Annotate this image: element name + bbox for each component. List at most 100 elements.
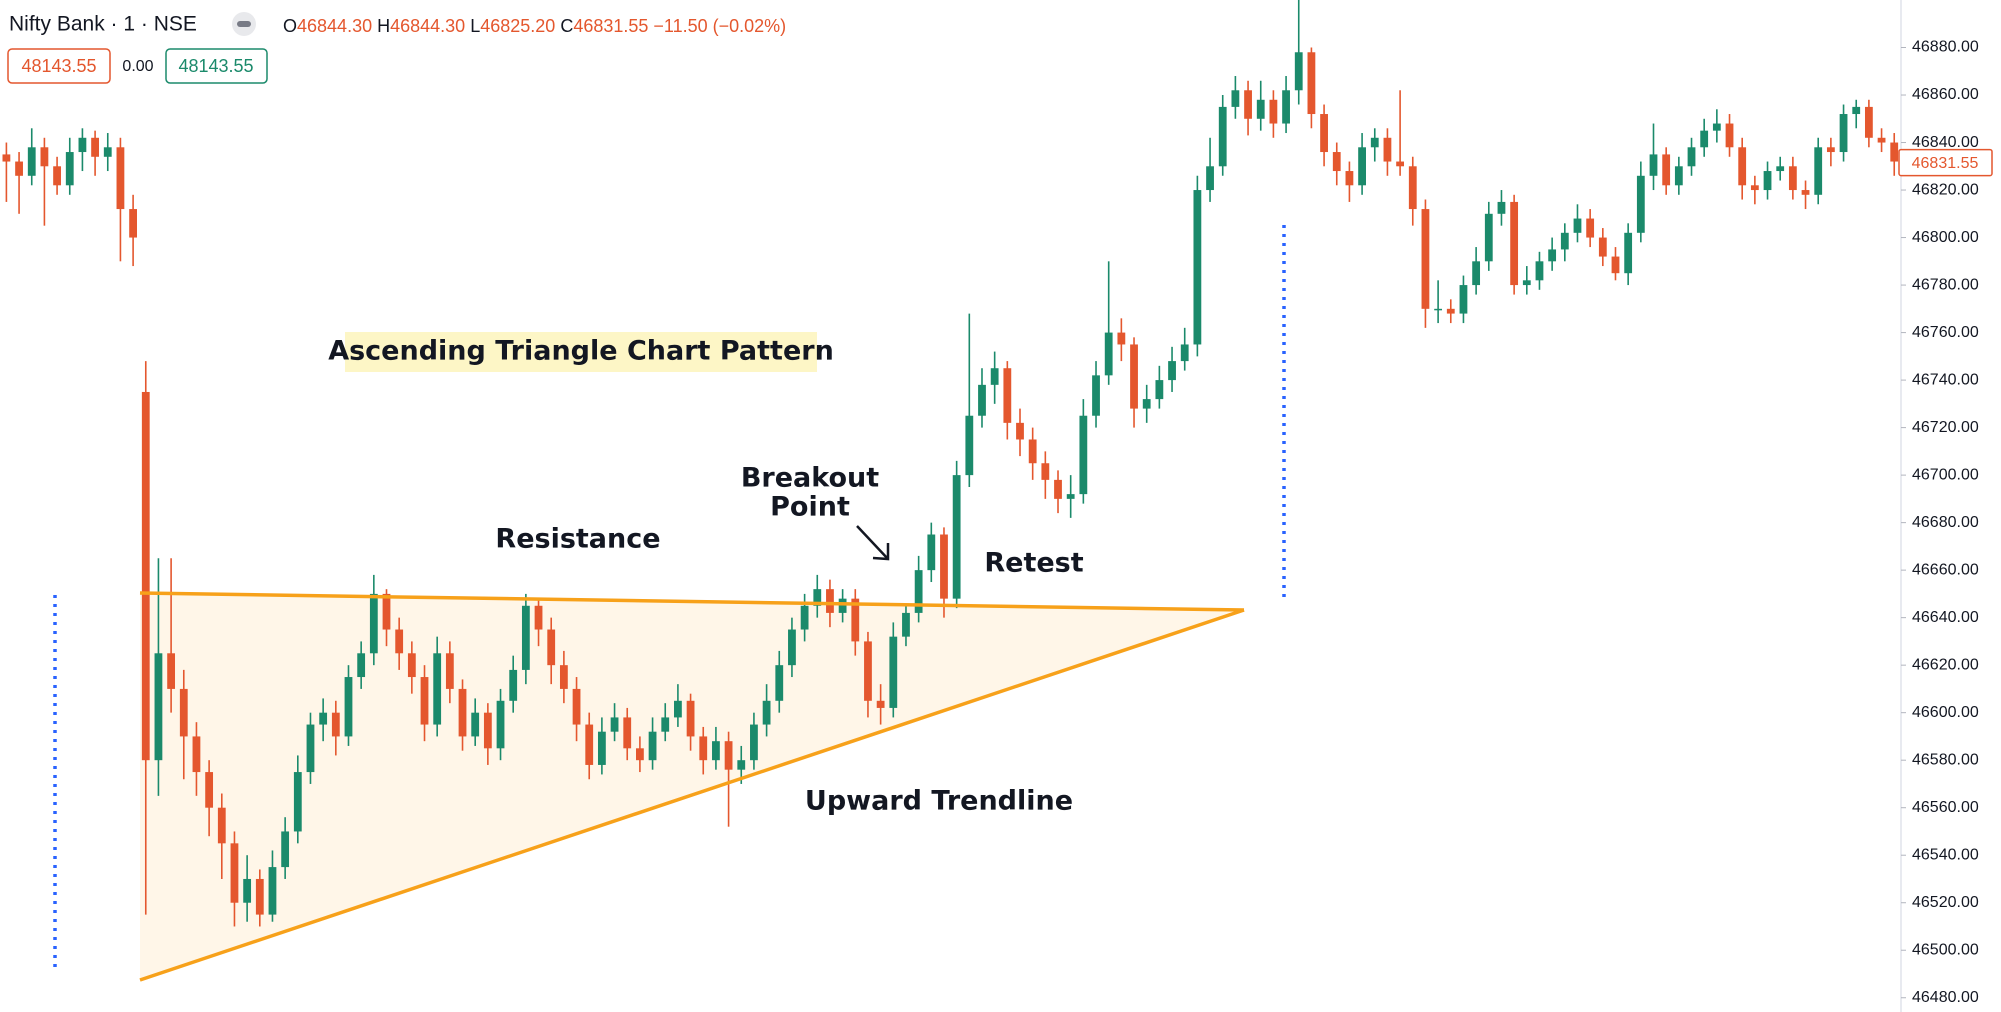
candle-body xyxy=(737,760,746,770)
candle-body xyxy=(1016,422,1024,440)
candle-body xyxy=(1256,99,1265,119)
candle-body xyxy=(1142,399,1151,409)
candle-body xyxy=(927,534,936,571)
annotation: Point xyxy=(770,492,850,523)
candle-body xyxy=(1066,494,1075,499)
candle-body xyxy=(281,831,290,868)
arrow xyxy=(856,525,890,561)
candle-body xyxy=(1345,171,1354,186)
y-tick-label: 46700.00 xyxy=(1912,466,1979,483)
candle-body xyxy=(230,843,239,903)
y-tick-label: 46820.00 xyxy=(1912,181,1979,198)
candle-body xyxy=(952,475,961,599)
candle-body xyxy=(597,731,606,765)
y-tick-label: 46660.00 xyxy=(1912,561,1979,578)
candle-body xyxy=(357,653,366,678)
candle-body xyxy=(674,700,682,718)
candle-body xyxy=(1193,190,1202,345)
candle-body xyxy=(509,669,518,701)
price-axis-labels: 46480.00 46500.00 46520.00 46540.00 46560.00… xyxy=(1898,39,1993,1006)
candle-body xyxy=(1560,232,1569,250)
candle-body xyxy=(103,147,112,157)
candle-body xyxy=(458,688,467,737)
candle-body xyxy=(547,629,556,666)
candle-body xyxy=(1674,166,1683,186)
candle-body xyxy=(800,605,809,630)
candle-body xyxy=(496,700,505,749)
candle-body xyxy=(1294,52,1303,91)
candle-body xyxy=(78,137,87,153)
candle-body xyxy=(1725,123,1734,148)
candle-body xyxy=(648,731,657,761)
candle-body xyxy=(864,641,872,701)
candle-body xyxy=(813,589,822,606)
candle-body xyxy=(293,772,302,832)
candle-body xyxy=(40,147,49,167)
candle-body xyxy=(1573,218,1582,233)
last-price-box xyxy=(1898,148,1993,177)
candle-body xyxy=(838,598,847,613)
y-tick-label: 46500.00 xyxy=(1912,941,1979,958)
candle-body xyxy=(965,415,974,476)
candle-body xyxy=(559,665,568,689)
candle-body xyxy=(420,677,429,725)
annotation: Retest xyxy=(984,548,1083,579)
candle-body xyxy=(344,677,353,737)
candle-body xyxy=(1814,147,1823,195)
candle-body xyxy=(433,653,442,725)
candles xyxy=(2,0,1899,927)
sell-button[interactable] xyxy=(7,48,111,84)
candle-body xyxy=(369,593,378,654)
y-tick-label: 46800.00 xyxy=(1912,229,1979,246)
legend-value: 46825.20 xyxy=(480,16,555,36)
candle-body xyxy=(1801,190,1810,195)
candle-body xyxy=(1446,308,1455,314)
candle-body xyxy=(141,391,150,761)
symbol: Nifty Bank · 1 · NSE xyxy=(9,13,197,36)
buy-button[interactable] xyxy=(165,48,268,84)
y-tick-label: 46620.00 xyxy=(1912,656,1979,673)
candle-body xyxy=(1168,361,1176,381)
candle-body xyxy=(775,665,784,701)
candle-body xyxy=(1687,147,1696,167)
candle-body xyxy=(1649,154,1658,176)
candle-body xyxy=(1763,171,1772,191)
legend-value: 46831.55 xyxy=(573,16,648,36)
y-tick-label: 46840.00 xyxy=(1912,134,1979,151)
candle-body xyxy=(1852,106,1861,115)
candle-body xyxy=(1155,380,1164,400)
candle-body xyxy=(445,653,454,689)
y-tick-label: 46860.00 xyxy=(1912,86,1979,103)
candle-body xyxy=(1104,332,1113,376)
candle-body xyxy=(471,712,480,737)
legend-value: 46844.30 xyxy=(297,16,372,36)
candle-body xyxy=(1117,332,1126,345)
candle-body xyxy=(116,147,125,210)
sell-price: 48143.55 xyxy=(21,56,96,76)
candle-body xyxy=(154,653,163,761)
candle-body xyxy=(1826,147,1835,153)
legend-key: H xyxy=(377,16,390,36)
candle-body xyxy=(1092,375,1100,416)
legend-key: L xyxy=(470,16,480,36)
candle-body xyxy=(1776,166,1785,172)
candle-body xyxy=(217,807,226,844)
candle-body xyxy=(1624,232,1633,274)
candle-body xyxy=(1370,137,1379,148)
candle-body xyxy=(1611,256,1620,274)
y-tick-label: 46640.00 xyxy=(1912,609,1979,626)
candle-body xyxy=(623,717,632,749)
candle-body xyxy=(940,534,948,599)
candle-body xyxy=(1244,90,1252,119)
candle-body xyxy=(686,700,695,737)
candle-body xyxy=(1738,147,1747,186)
candle-body xyxy=(914,570,923,613)
candle-body xyxy=(167,653,176,689)
candle-body xyxy=(1700,130,1709,148)
candle-body xyxy=(1459,285,1468,314)
candle-body xyxy=(636,748,644,761)
candle-body xyxy=(1421,209,1430,309)
candle-body xyxy=(1484,213,1493,262)
